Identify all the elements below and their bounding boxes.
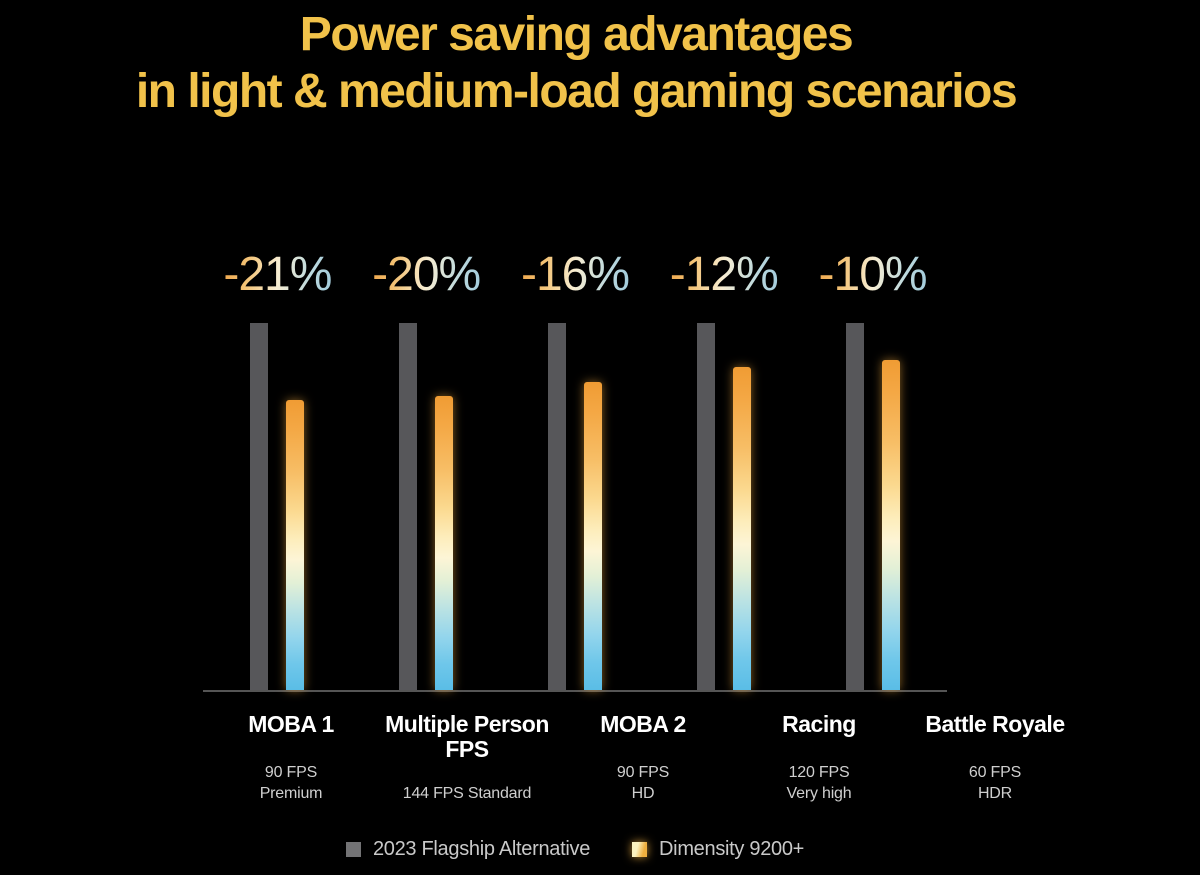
category-sublabel: 144 FPS Standard [402,785,532,802]
dimensity-bar [881,359,900,690]
category-sublabel: Very high [786,785,852,802]
flagship-bar [250,323,269,690]
category-label: Battle Royale [925,711,1065,737]
category-sublabel [379,762,555,783]
legend-item-dimensity: Dimensity 9200+ [632,838,804,861]
delta-label: -12% [649,250,798,300]
legend-item-flagship: 2023 Flagship Alternative [345,838,591,861]
chart-title-line2: in light & medium-load gaming scenarios [135,65,1018,118]
flagship-swatch-icon [345,842,361,857]
chart-title-line1: Power saving advantages [299,8,854,61]
category-sublabel: Premium [259,785,323,802]
category-cell: Multiple Person FPS 144 FPS Standard [379,712,555,804]
legend-label-flagship: 2023 Flagship Alternative [372,838,591,860]
category-cell: Racing 120 FPS Very high [731,712,907,804]
category-sublabel: 90 FPS [264,764,318,781]
chart-title: Power saving advantages in light & mediu… [0,6,1152,120]
bar-group-racing [649,300,798,690]
x-axis-line [203,690,947,692]
delta-label: -16% [501,250,650,300]
bar-group-moba1 [203,300,352,690]
delta-label: -10% [798,250,947,300]
delta-label: -21% [203,250,352,300]
bar-group-multiplayer-fps [352,300,501,690]
category-label: Multiple Person FPS [385,711,549,762]
dimensity-bar [583,381,602,690]
legend-label-dimensity: Dimensity 9200+ [659,838,805,860]
dimensity-bar [732,367,751,690]
bar-group-battle-royale [798,300,947,690]
category-sublabel: HDR [977,785,1013,802]
bars-area [203,300,947,690]
category-label: MOBA 2 [600,711,686,737]
flagship-bar [547,323,566,690]
dimensity-bar [435,396,454,690]
category-label: MOBA 1 [248,711,334,737]
flagship-bar [696,323,715,690]
category-cell: MOBA 2 90 FPS HD [555,712,731,804]
dimensity-swatch-icon [632,842,648,857]
category-labels-row: MOBA 1 90 FPS Premium Multiple Person FP… [203,712,1065,804]
category-cell: Battle Royale 60 FPS HDR [907,712,1083,804]
legend: 2023 Flagship Alternative Dimensity 9200… [203,838,947,861]
category-sublabel: 120 FPS [788,764,850,781]
category-label: Racing [782,711,856,737]
delta-label: -20% [352,250,501,300]
bar-chart: -21% -20% -16% -12% -10% [203,250,1065,804]
flagship-bar [845,323,864,690]
category-cell: MOBA 1 90 FPS Premium [203,712,379,804]
category-sublabel: 90 FPS [616,764,670,781]
category-sublabel: HD [631,785,655,802]
delta-label-row: -21% -20% -16% -12% -10% [203,250,947,300]
category-sublabel: 60 FPS [968,764,1022,781]
dimensity-bar [286,400,305,690]
flagship-bar [399,323,418,690]
bar-group-moba2 [501,300,650,690]
